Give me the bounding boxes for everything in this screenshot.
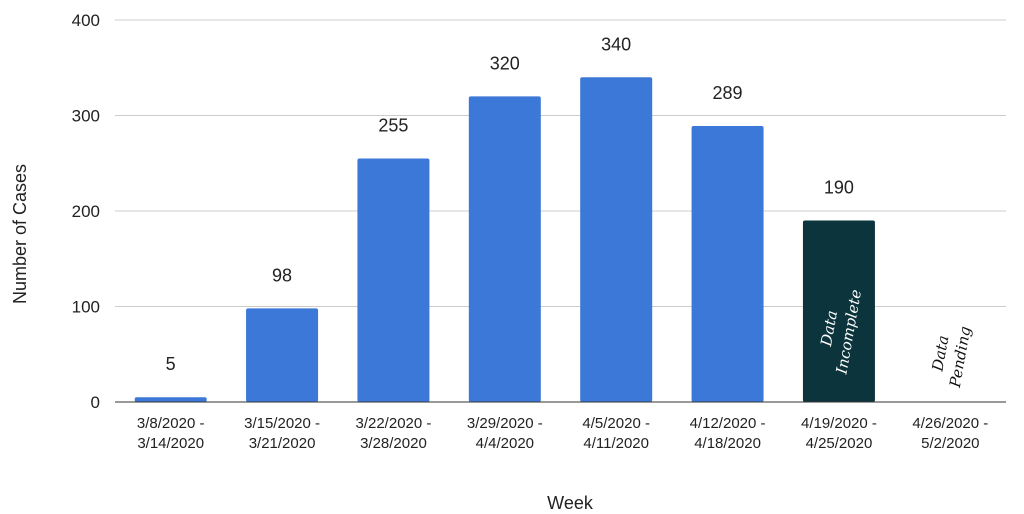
y-tick-label: 0	[91, 393, 100, 412]
y-tick-label: 100	[72, 298, 100, 317]
x-tick-label: 4/4/2020	[476, 435, 534, 452]
bar	[357, 158, 430, 402]
x-tick-label: 3/29/2020 -	[467, 415, 543, 432]
x-tick-label: 3/22/2020 -	[355, 415, 431, 432]
data-label: 190	[824, 178, 854, 198]
bars	[134, 77, 875, 403]
x-tick-label: 4/19/2020 -	[801, 415, 877, 432]
bar	[802, 220, 875, 402]
data-label: 5	[166, 354, 176, 374]
x-axis-ticks: 3/8/2020 - 3/14/2020 3/15/2020 - 3/21/2020 3…	[137, 415, 988, 452]
data-label: 320	[490, 53, 520, 73]
bar	[246, 308, 319, 402]
data-label: 98	[272, 265, 292, 285]
x-tick-label: 4/26/2020 -	[912, 415, 988, 432]
bar	[468, 96, 541, 403]
data-label: 255	[378, 115, 408, 135]
y-tick-label: 300	[72, 107, 100, 126]
x-tick-label: 4/18/2020	[694, 435, 761, 452]
bar	[134, 397, 207, 402]
x-tick-label: 3/14/2020	[137, 435, 204, 452]
data-label: 289	[713, 83, 743, 103]
x-tick-label: 3/15/2020 -	[244, 415, 320, 432]
bar	[580, 77, 653, 403]
x-tick-label: 4/12/2020 -	[690, 415, 766, 432]
data-label: 340	[601, 34, 631, 54]
x-tick-label: 4/5/2020 -	[582, 415, 650, 432]
x-tick-label: 3/8/2020 -	[137, 415, 205, 432]
x-tick-label: 4/11/2020	[583, 435, 649, 452]
y-axis-title: Number of Cases	[10, 164, 30, 304]
y-tick-label: 400	[72, 11, 100, 30]
bar	[691, 126, 764, 402]
data-labels: 5 98 255 320 340 289 190	[166, 34, 854, 374]
x-axis-title: Week	[547, 493, 594, 513]
y-axis-ticks: 0 100 200 300 400	[72, 11, 100, 412]
x-tick-label: 3/28/2020	[360, 435, 427, 452]
x-tick-label: 4/25/2020	[806, 435, 873, 452]
x-tick-label: 3/21/2020	[249, 435, 316, 452]
x-tick-label: 5/2/2020	[921, 435, 979, 452]
y-tick-label: 200	[72, 202, 100, 221]
annotation-line: Pending	[946, 325, 975, 390]
